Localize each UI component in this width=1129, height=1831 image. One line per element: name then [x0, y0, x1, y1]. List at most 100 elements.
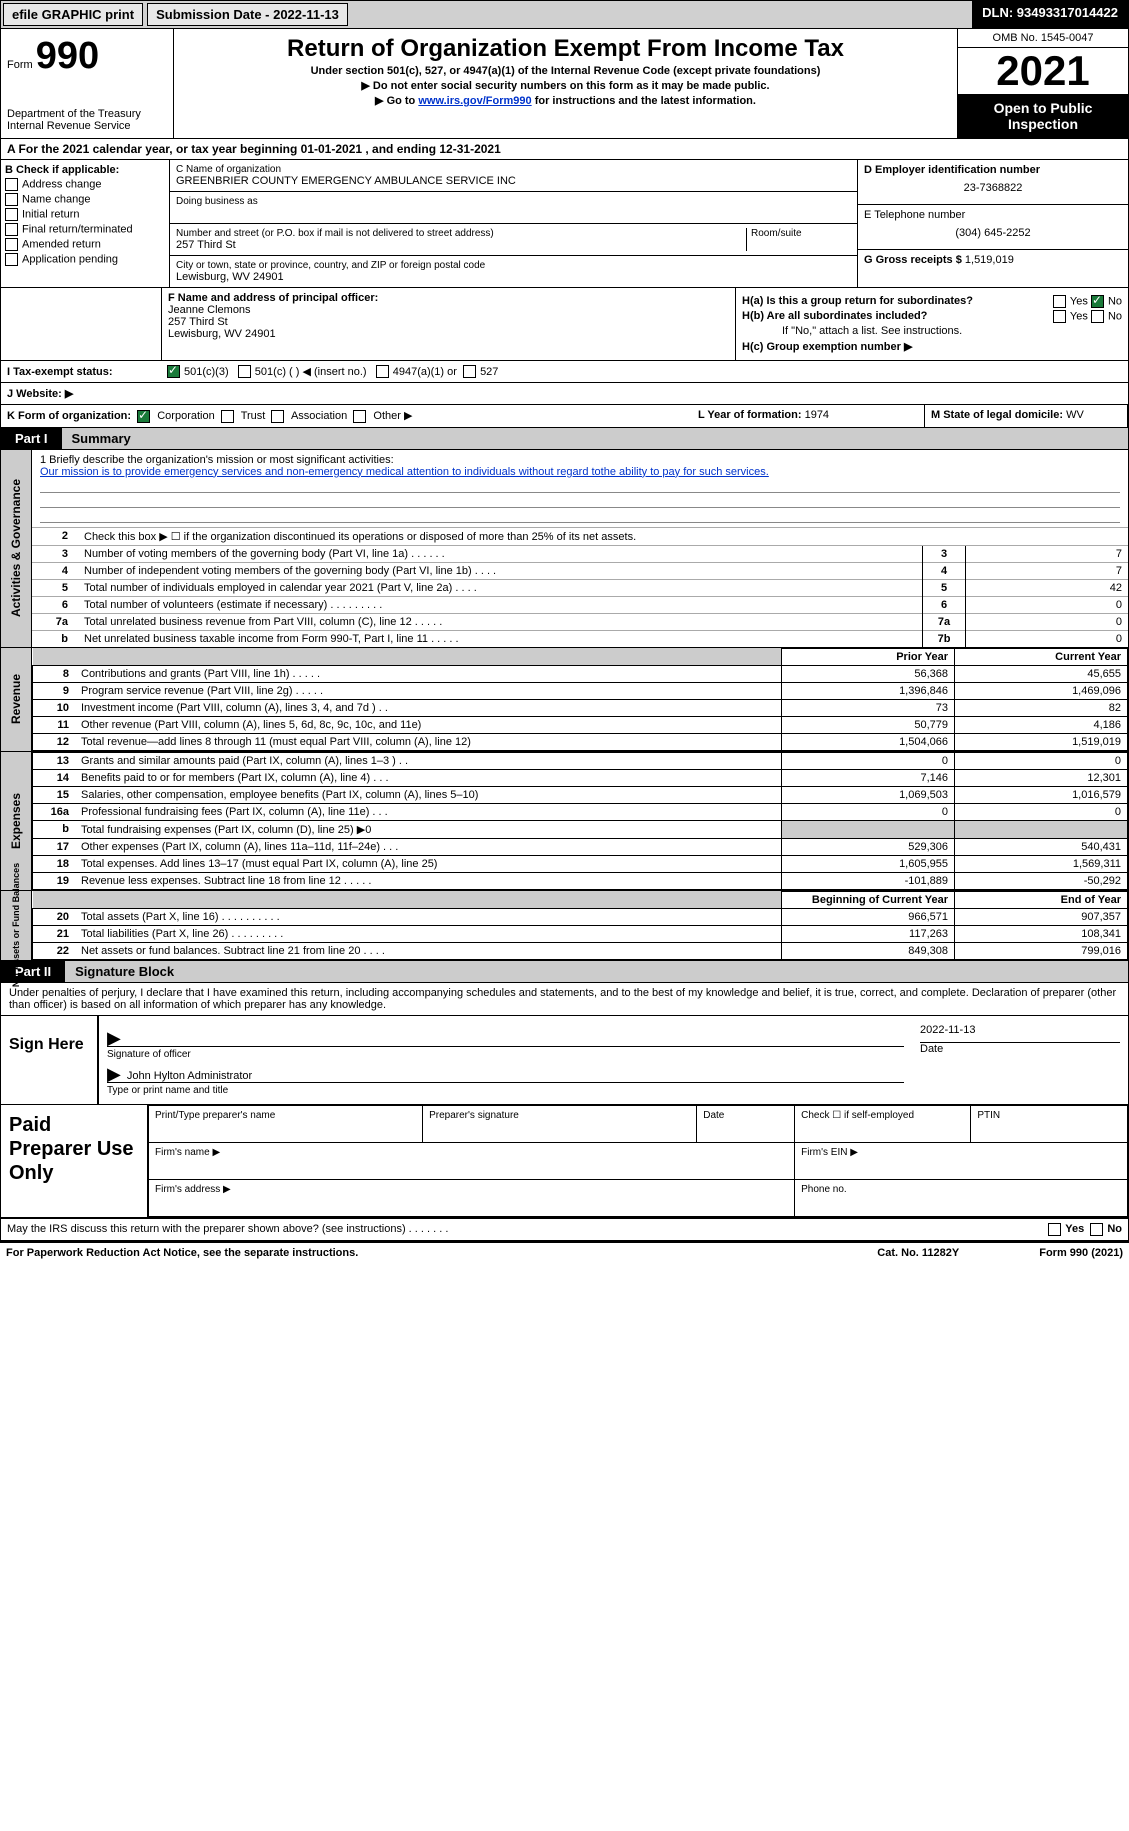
- officer-name: Jeanne Clemons: [168, 304, 729, 316]
- form-prefix: Form: [7, 59, 33, 71]
- subtitle-3: ▶ Go to www.irs.gov/Form990 for instruct…: [178, 94, 953, 107]
- section-fh: F Name and address of principal officer:…: [0, 288, 1129, 361]
- header-right: OMB No. 1545-0047 2021 Open to Public In…: [957, 29, 1128, 138]
- checkbox-hb-no[interactable]: [1091, 310, 1104, 323]
- hb-note: If "No," attach a list. See instructions…: [742, 325, 1122, 337]
- irs-label: Internal Revenue Service: [7, 120, 167, 132]
- firm-ein-label: Firm's EIN ▶: [795, 1142, 1128, 1179]
- checkbox-address-change[interactable]: [5, 178, 18, 191]
- hc-label: H(c) Group exemption number ▶: [742, 341, 912, 353]
- checkbox-amended[interactable]: [5, 238, 18, 251]
- checkbox-527[interactable]: [463, 365, 476, 378]
- prep-selfemp-label: Check ☐ if self-employed: [795, 1105, 971, 1142]
- gross-label: G Gross receipts $: [864, 254, 962, 266]
- netassets-section: Net Assets or Fund Balances Beginning of…: [0, 891, 1129, 961]
- vtab-revenue: Revenue: [9, 674, 23, 724]
- arrow-icon: ▶: [107, 1064, 121, 1082]
- header-left: Form 990 Department of the Treasury Inte…: [1, 29, 174, 138]
- firm-name-label: Firm's name ▶: [149, 1142, 795, 1179]
- prep-sig-label: Preparer's signature: [423, 1105, 697, 1142]
- irs-link[interactable]: www.irs.gov/Form990: [418, 95, 531, 107]
- paperwork-notice: For Paperwork Reduction Act Notice, see …: [6, 1247, 358, 1259]
- officer-city: Lewisburg, WV 24901: [168, 328, 729, 340]
- checkbox-initial-return[interactable]: [5, 208, 18, 221]
- firm-addr-label: Firm's address ▶: [149, 1179, 795, 1216]
- row-i: I Tax-exempt status: 501(c)(3) 501(c) ( …: [0, 361, 1129, 383]
- sig-name-label: Type or print name and title: [107, 1085, 904, 1096]
- checkbox-4947[interactable]: [376, 365, 389, 378]
- dept-label: Department of the Treasury: [7, 108, 167, 120]
- table-row: 19Revenue less expenses. Subtract line 1…: [33, 872, 1128, 889]
- checkbox-discuss-yes[interactable]: [1048, 1223, 1061, 1236]
- org-name-label: C Name of organization: [176, 164, 851, 175]
- form-title: Return of Organization Exempt From Incom…: [178, 35, 953, 63]
- column-b: B Check if applicable: Address change Na…: [1, 160, 170, 287]
- checkbox-other[interactable]: [353, 410, 366, 423]
- table-row: 9Program service revenue (Part VIII, lin…: [33, 682, 1128, 699]
- column-d: D Employer identification number 23-7368…: [858, 160, 1128, 287]
- table-row: 18Total expenses. Add lines 13–17 (must …: [33, 855, 1128, 872]
- checkbox-501c[interactable]: [238, 365, 251, 378]
- org-name: GREENBRIER COUNTY EMERGENCY AMBULANCE SE…: [176, 175, 851, 187]
- checkbox-ha-yes[interactable]: [1053, 295, 1066, 308]
- revenue-section: Revenue Prior YearCurrent Year8Contribut…: [0, 648, 1129, 752]
- prep-name-label: Print/Type preparer's name: [149, 1105, 423, 1142]
- table-row: 13Grants and similar amounts paid (Part …: [33, 752, 1128, 769]
- checkbox-corp[interactable]: [137, 410, 150, 423]
- checkbox-hb-yes[interactable]: [1053, 310, 1066, 323]
- top-bar: efile GRAPHIC print Submission Date - 20…: [0, 0, 1129, 29]
- part-2-title: Signature Block: [65, 961, 1128, 982]
- table-row: 11Other revenue (Part VIII, column (A), …: [33, 716, 1128, 733]
- phone-label: E Telephone number: [864, 209, 1122, 221]
- sig-declaration: Under penalties of perjury, I declare th…: [1, 983, 1128, 1015]
- table-row: 12Total revenue—add lines 8 through 11 (…: [33, 733, 1128, 750]
- table-row: 21Total liabilities (Part X, line 26) . …: [33, 925, 1128, 942]
- form-number: 990: [36, 35, 99, 77]
- col-b-title: B Check if applicable:: [5, 164, 165, 176]
- table-row: 15Salaries, other compensation, employee…: [33, 786, 1128, 803]
- table-row: 17Other expenses (Part IX, column (A), l…: [33, 838, 1128, 855]
- open-public-badge: Open to Public Inspection: [958, 94, 1128, 138]
- efile-print-button[interactable]: efile GRAPHIC print: [3, 3, 143, 26]
- checkbox-final-return[interactable]: [5, 223, 18, 236]
- officer-street: 257 Third St: [168, 316, 729, 328]
- part-1-tag: Part I: [1, 428, 62, 449]
- checkbox-application-pending[interactable]: [5, 253, 18, 266]
- officer-label: F Name and address of principal officer:: [168, 292, 729, 304]
- dln-label: DLN: 93493317014422: [972, 1, 1128, 28]
- table-row: 14Benefits paid to or for members (Part …: [33, 769, 1128, 786]
- table-row: bNet unrelated business taxable income f…: [32, 630, 1128, 647]
- checkbox-assoc[interactable]: [271, 410, 284, 423]
- signature-block: Under penalties of perjury, I declare th…: [0, 983, 1129, 1105]
- sig-date-label: Date: [920, 1043, 1120, 1055]
- table-row: 3Number of voting members of the governi…: [32, 545, 1128, 562]
- gross-value: 1,519,019: [965, 254, 1014, 266]
- checkbox-name-change[interactable]: [5, 193, 18, 206]
- table-row: 2Check this box ▶ ☐ if the organization …: [32, 527, 1128, 545]
- expenses-section: Expenses 13Grants and similar amounts pa…: [0, 752, 1129, 891]
- section-bcd: B Check if applicable: Address change Na…: [0, 160, 1129, 288]
- form-header: Form 990 Department of the Treasury Inte…: [0, 29, 1129, 139]
- checkbox-discuss-no[interactable]: [1090, 1223, 1103, 1236]
- submission-date-button[interactable]: Submission Date - 2022-11-13: [147, 3, 348, 26]
- form-footer: Form 990 (2021): [1039, 1247, 1123, 1259]
- table-row: 5Total number of individuals employed in…: [32, 579, 1128, 596]
- vtab-netassets: Net Assets or Fund Balances: [11, 863, 21, 987]
- vtab-expenses: Expenses: [9, 793, 23, 849]
- phone-value: (304) 645-2252: [864, 221, 1122, 245]
- paid-preparer-block: Paid Preparer Use Only Print/Type prepar…: [0, 1105, 1129, 1218]
- tax-year: 2021: [958, 48, 1128, 94]
- checkbox-trust[interactable]: [221, 410, 234, 423]
- cat-no: Cat. No. 11282Y: [877, 1247, 959, 1259]
- discuss-row: May the IRS discuss this return with the…: [0, 1218, 1129, 1241]
- table-row: 16aProfessional fundraising fees (Part I…: [33, 803, 1128, 820]
- subtitle-1: Under section 501(c), 527, or 4947(a)(1)…: [178, 65, 953, 77]
- table-row: bTotal fundraising expenses (Part IX, co…: [33, 820, 1128, 838]
- table-row: 6Total number of volunteers (estimate if…: [32, 596, 1128, 613]
- street-value: 257 Third St: [176, 239, 742, 251]
- part-2-header: Part II Signature Block: [0, 961, 1129, 983]
- checkbox-501c3[interactable]: [167, 365, 180, 378]
- checkbox-ha-no[interactable]: [1091, 295, 1104, 308]
- table-row: 20Total assets (Part X, line 16) . . . .…: [33, 908, 1128, 925]
- mission-text: Our mission is to provide emergency serv…: [40, 466, 1120, 478]
